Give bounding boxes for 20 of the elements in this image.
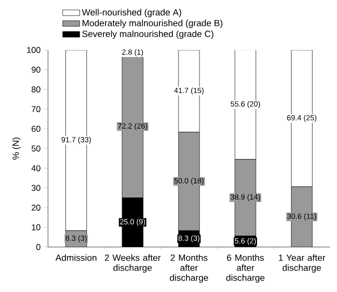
x-tick-label: 2 Weeks after discharge	[104, 254, 161, 273]
x-tick-label: 1 Year after discharge	[278, 254, 326, 273]
x-tick-label: 6 Months after discharge	[226, 254, 265, 283]
y-tick-label: 20	[32, 204, 40, 211]
y-tick-label: 50	[32, 145, 40, 152]
legend-label: Severely malnourished (grade C)	[82, 30, 214, 39]
y-tick-label: 70	[32, 106, 40, 112]
y-axis-title: % (N)	[12, 138, 21, 160]
legend-label: Moderately malnourished (grade B)	[82, 20, 222, 28]
y-tick-label: 10	[32, 224, 40, 230]
y-tick-label: 60	[32, 126, 40, 132]
x-tick-label: Admission	[55, 254, 96, 261]
y-tick-label: 80	[32, 86, 40, 92]
y-tick-label: 100	[27, 46, 40, 53]
x-tick-label: 2 Months after discharge	[170, 254, 208, 283]
y-tick-label: 40	[31, 165, 40, 172]
y-tick-label: 90	[32, 66, 40, 73]
y-tick-label: 0	[36, 244, 40, 250]
legend-label: Well-nourished (grade A)	[82, 8, 182, 18]
y-tick-label: 30	[32, 184, 40, 191]
